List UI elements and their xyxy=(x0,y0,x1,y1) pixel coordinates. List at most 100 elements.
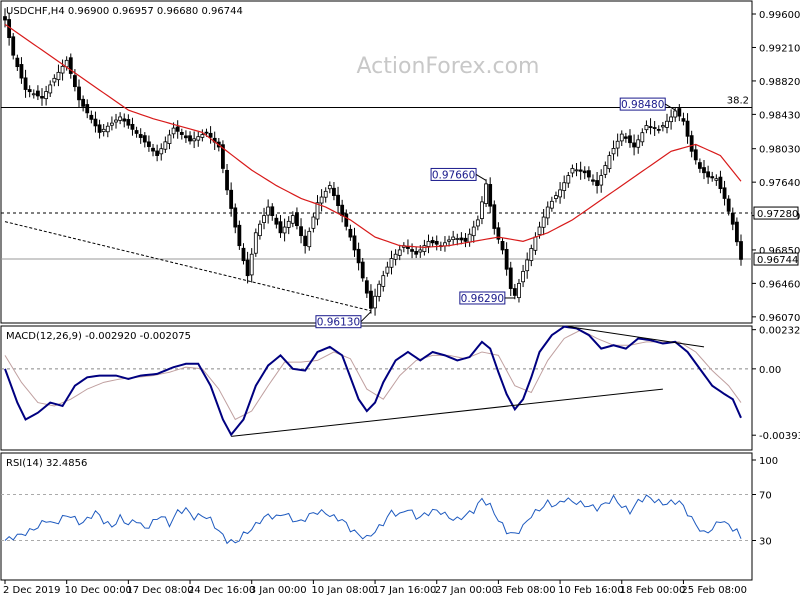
candle-body xyxy=(377,283,382,297)
candle-body xyxy=(603,165,608,175)
candle-body xyxy=(702,167,706,174)
candle-body xyxy=(549,200,554,209)
candle-body xyxy=(512,288,517,296)
candle-body xyxy=(77,86,81,101)
annotation-pointer xyxy=(475,174,487,181)
candle-body xyxy=(101,128,106,133)
candle-body xyxy=(286,220,291,228)
annotation-label: 0.98480 xyxy=(621,99,664,111)
candle-body xyxy=(241,247,246,262)
candle-body xyxy=(175,126,180,132)
candle-body xyxy=(422,245,427,252)
candle-body xyxy=(488,184,493,207)
candle-body xyxy=(245,259,250,277)
candle-body xyxy=(697,162,702,169)
price-support-trendline xyxy=(4,221,372,312)
candle-body xyxy=(636,139,641,148)
candle-body xyxy=(307,230,312,248)
candle-body xyxy=(677,108,682,117)
price-tick-label: 0.96460 xyxy=(759,279,800,290)
candle-body xyxy=(714,178,719,181)
time-tick-label: 17 Dec 08:00 xyxy=(126,585,193,596)
candle-body xyxy=(455,238,460,240)
candle-body xyxy=(332,187,336,197)
price-axis-ticks: 0.99600 0.99210 0.98820 0.98430 0.98030 0.976… xyxy=(752,10,800,324)
candle-body xyxy=(105,125,110,133)
candle-body xyxy=(356,248,361,264)
price-tick-label: 0.96850 xyxy=(759,246,800,257)
candle-body xyxy=(114,119,118,123)
candle-body xyxy=(97,124,102,133)
candle-body xyxy=(718,176,723,189)
time-tick-label: 17 Jan 16:00 xyxy=(373,585,436,596)
rsi-series: 100 70 30 xyxy=(4,456,778,548)
candlestick-series xyxy=(3,8,743,316)
candle-body xyxy=(315,202,320,220)
candle-body xyxy=(689,135,694,152)
candle-body xyxy=(249,253,254,276)
candle-body xyxy=(722,187,727,199)
candle-body xyxy=(463,237,468,242)
price-tick-label: 0.98430 xyxy=(759,110,800,121)
candle-body xyxy=(652,127,657,129)
candle-body xyxy=(19,64,24,79)
candle-body xyxy=(521,270,525,283)
time-tick-label: 10 Feb 16:00 xyxy=(558,585,624,596)
candle-body xyxy=(537,226,542,236)
candle-body xyxy=(290,215,295,224)
time-tick-label: 24 Dec 16:00 xyxy=(188,585,255,596)
price-tick-label: 0.96070 xyxy=(759,313,800,324)
candle-body xyxy=(669,116,674,123)
candle-body xyxy=(151,147,155,152)
candle-body xyxy=(504,248,509,270)
candle-body xyxy=(393,253,398,260)
macd-panel-frame xyxy=(0,325,753,451)
candle-body xyxy=(451,236,456,241)
candle-body xyxy=(360,261,365,279)
candle-body xyxy=(607,155,612,170)
time-tick-label: 18 Feb 00:00 xyxy=(620,585,686,596)
candle-body xyxy=(295,212,299,227)
time-tick-label: 10 Dec 00:00 xyxy=(65,585,132,596)
candle-body xyxy=(266,206,271,216)
macd-tick-label: -0.003932 xyxy=(759,431,800,442)
candle-body xyxy=(623,136,628,139)
candle-body xyxy=(311,216,316,229)
candle-body xyxy=(167,134,172,144)
candle-body xyxy=(262,215,266,223)
candle-body xyxy=(693,149,698,161)
candle-body xyxy=(118,116,123,121)
candle-body xyxy=(591,179,595,182)
candle-body xyxy=(644,125,649,131)
moving-average-series xyxy=(4,23,742,248)
candle-body xyxy=(734,221,739,243)
candle-body xyxy=(459,237,464,241)
candle-body xyxy=(640,132,645,143)
candle-body xyxy=(52,77,57,83)
candle-body xyxy=(130,123,135,130)
candle-body xyxy=(730,212,735,225)
candle-body xyxy=(253,232,258,254)
candle-body xyxy=(237,224,242,247)
candle-body xyxy=(81,98,86,107)
candle-body xyxy=(430,240,435,244)
candle-body xyxy=(303,235,308,247)
candle-body xyxy=(138,134,143,138)
horizontal-levels: 38.2 xyxy=(1,96,752,541)
candle-body xyxy=(558,189,562,198)
candle-body xyxy=(233,207,238,228)
candle-body xyxy=(40,96,44,99)
candle-body xyxy=(364,280,369,294)
macd-line xyxy=(4,325,742,437)
price-tick-label: 0.98030 xyxy=(759,145,800,156)
candle-body xyxy=(562,182,567,191)
candle-body xyxy=(258,223,262,237)
time-tick-label: 27 Jan 00:00 xyxy=(435,585,498,596)
price-annotations: 0.96130 0.97660 0.96290 0.98480 xyxy=(315,97,676,329)
price-tick-label: 0.98820 xyxy=(759,77,800,88)
candle-body xyxy=(179,131,184,135)
rsi-label: RSI(14) 32.4856 xyxy=(6,458,87,469)
candle-body xyxy=(369,290,373,309)
price-tick-label: 0.99210 xyxy=(759,43,800,54)
candle-body xyxy=(89,114,94,120)
